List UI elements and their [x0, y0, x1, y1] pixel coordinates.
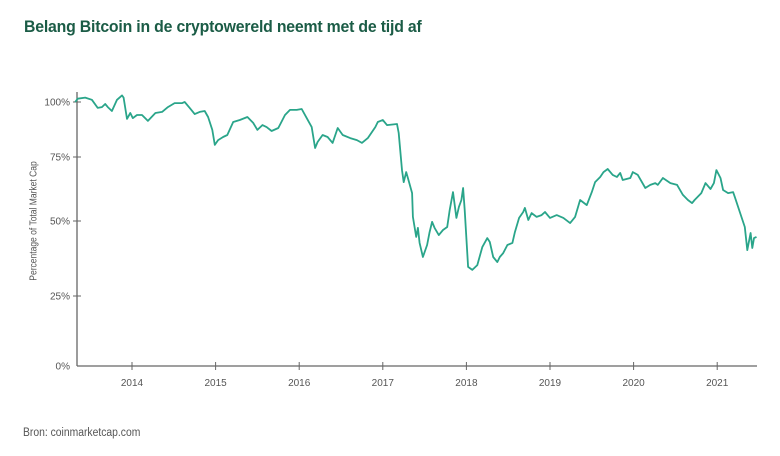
bitcoin-dominance-line — [74, 94, 757, 271]
y-axis: 0% 25% 50% 75% 100% — [44, 92, 81, 373]
y-tick-label: 75% — [50, 153, 70, 164]
x-tick-label: 2021 — [706, 378, 729, 389]
x-tick-label: 2019 — [539, 378, 562, 389]
x-tick-label: 2017 — [372, 378, 395, 389]
x-tick-label: 2014 — [121, 378, 144, 389]
y-tick-label: 25% — [50, 292, 70, 303]
y-tick-label: 50% — [50, 217, 70, 228]
chart-title: Belang Bitcoin in de cryptowereld neemt … — [24, 17, 422, 36]
x-tick-label: 2015 — [204, 378, 227, 389]
x-tick-label: 2018 — [455, 378, 478, 389]
x-axis: 2014 2015 2016 2017 2018 2019 2020 2021 — [77, 362, 757, 389]
x-tick-label: 2020 — [622, 378, 645, 389]
y-tick-label: 100% — [44, 98, 70, 109]
source-note: Bron: coinmarketcap.com — [23, 427, 141, 439]
y-tick-label: 0% — [56, 362, 71, 373]
x-tick-label: 2016 — [288, 378, 311, 389]
